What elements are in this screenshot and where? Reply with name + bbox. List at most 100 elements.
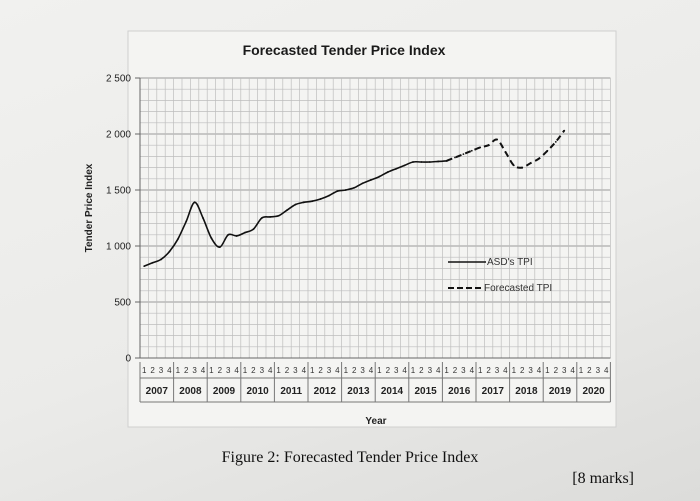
x-axis-label: Year	[365, 416, 386, 427]
x-year-label: 2019	[549, 386, 572, 397]
point-asd-tpi	[328, 194, 330, 197]
point-asd-tpi	[386, 171, 389, 173]
x-quarter-label: 3	[528, 366, 533, 375]
x-quarter-label: 4	[268, 366, 273, 375]
point-asd-tpi	[269, 215, 272, 218]
x-year-label: 2010	[246, 386, 269, 397]
chart-title: Forecasted Tender Price Index	[243, 42, 446, 58]
x-quarter-label: 3	[394, 366, 399, 375]
x-quarter-label: 3	[428, 366, 433, 375]
x-quarter-label: 3	[596, 366, 601, 375]
y-tick-label: 500	[114, 298, 131, 309]
y-tick-label: 2 000	[106, 130, 131, 141]
x-quarter-label: 3	[495, 366, 500, 375]
point-asd-tpi	[336, 190, 339, 193]
x-quarter-label: 1	[411, 366, 416, 375]
point-asd-tpi	[160, 258, 162, 261]
point-asd-tpi	[193, 201, 196, 204]
point-forecasted-tpi	[454, 156, 456, 159]
point-forecasted-tpi	[554, 140, 557, 143]
y-axis: 0 500 1 000 1 500 2 000 2 500	[106, 74, 141, 365]
y-tick-label: 0	[125, 354, 131, 365]
x-quarter-label: 1	[377, 366, 382, 375]
x-quarter-label: 4	[167, 366, 172, 375]
x-year-label: 2008	[179, 386, 202, 397]
x-quarter-label: 1	[142, 366, 147, 375]
point-asd-tpi	[403, 164, 406, 167]
x-quarter-label: 2	[386, 366, 391, 375]
point-forecasted-tpi	[479, 146, 482, 149]
x-year-label: 2013	[347, 386, 370, 397]
x-quarter-label: 4	[436, 366, 441, 375]
x-year-label: 2020	[582, 386, 605, 397]
point-asd-tpi	[151, 261, 154, 264]
point-forecasted-tpi	[529, 162, 532, 165]
point-asd-tpi	[260, 217, 263, 219]
point-asd-tpi	[437, 160, 440, 163]
x-quarter-label: 1	[444, 366, 449, 375]
point-asd-tpi	[294, 203, 297, 206]
x-quarter-label: 1	[310, 366, 315, 375]
x-year-label: 2011	[280, 386, 302, 397]
point-forecasted-tpi	[546, 149, 549, 152]
x-quarter-label: 2	[352, 366, 357, 375]
x-quarter-label: 4	[234, 366, 239, 375]
point-forecasted-tpi	[496, 138, 498, 141]
x-quarter-label: 3	[159, 366, 164, 375]
x-quarter-label: 4	[570, 366, 575, 375]
x-quarter-label: 3	[562, 366, 567, 375]
x-quarter-label: 4	[302, 366, 307, 375]
x-year-label: 2016	[448, 386, 471, 397]
point-forecasted-tpi	[462, 153, 465, 156]
point-asd-tpi	[143, 265, 146, 268]
point-asd-tpi	[286, 209, 288, 212]
point-forecasted-tpi	[521, 166, 524, 169]
point-asd-tpi	[420, 161, 423, 163]
point-asd-tpi	[395, 167, 398, 170]
point-asd-tpi	[202, 217, 204, 219]
x-quarter-label: 2	[520, 366, 525, 375]
legend: ASD's TPI Forecasted TPI	[448, 257, 552, 294]
x-quarter-label: 2	[184, 366, 189, 375]
chart: Forecasted Tender Price Index 0 500 1 000 1…	[84, 30, 617, 428]
point-asd-tpi	[319, 198, 322, 200]
x-quarter-label: 1	[276, 366, 281, 375]
point-asd-tpi	[353, 186, 356, 189]
x-quarter-label: 1	[512, 366, 517, 375]
legend-forecast-label: Forecasted TPI	[484, 283, 552, 294]
x-quarter-label: 2	[419, 366, 424, 375]
y-axis-label: Tender Price Index	[84, 163, 95, 252]
x-year-label: 2009	[213, 386, 236, 397]
x-year-label: 2015	[414, 386, 437, 397]
point-asd-tpi	[277, 214, 280, 217]
point-asd-tpi	[370, 179, 372, 181]
x-quarter-label: 4	[503, 366, 508, 375]
x-quarter-label: 3	[293, 366, 298, 375]
series-group	[143, 129, 566, 268]
point-asd-tpi	[344, 189, 347, 191]
point-forecasted-tpi	[445, 159, 448, 162]
x-year-label: 2007	[146, 386, 169, 397]
x-year-label: 2018	[515, 386, 538, 397]
point-forecasted-tpi	[504, 151, 507, 153]
point-asd-tpi	[428, 161, 431, 163]
x-quarter-label: 4	[335, 366, 340, 375]
x-quarter-label: 2	[285, 366, 290, 375]
x-year-label: 2014	[381, 386, 404, 397]
point-asd-tpi	[210, 237, 213, 240]
point-asd-tpi	[176, 238, 179, 241]
x-quarter-label: 3	[226, 366, 231, 375]
x-quarter-label: 1	[209, 366, 214, 375]
marks-label: [8 marks]	[572, 470, 634, 487]
y-tick-label: 1 000	[106, 242, 131, 253]
x-quarter-label: 2	[554, 366, 559, 375]
x-quarter-label: 2	[587, 366, 592, 375]
legend-asd-label: ASD's TPI	[487, 257, 533, 268]
x-quarter-label: 2	[251, 366, 256, 375]
point-asd-tpi	[218, 246, 221, 249]
x-quarter-label: 1	[344, 366, 349, 375]
x-quarter-label: 3	[461, 366, 466, 375]
x-quarter-label: 2	[318, 366, 323, 375]
x-quarter-label: 1	[176, 366, 181, 375]
